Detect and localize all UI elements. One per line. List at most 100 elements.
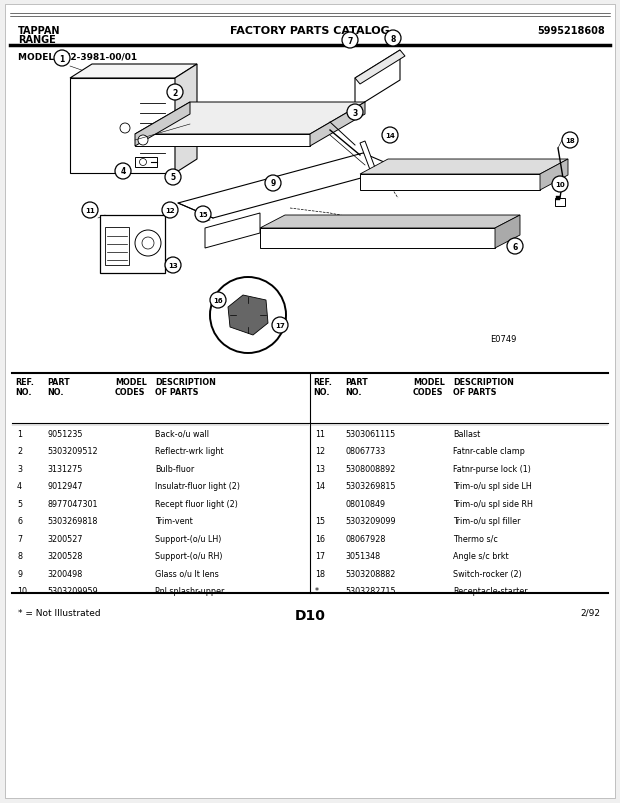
Text: REF.
NO.: REF. NO. bbox=[15, 377, 34, 397]
Polygon shape bbox=[70, 65, 197, 79]
Circle shape bbox=[140, 159, 146, 166]
Text: Back-o/u wall: Back-o/u wall bbox=[155, 430, 209, 438]
Text: 17: 17 bbox=[315, 552, 325, 560]
Bar bbox=[100, 216, 165, 274]
Text: 5303282715: 5303282715 bbox=[345, 587, 396, 596]
Text: 10: 10 bbox=[17, 587, 27, 596]
Polygon shape bbox=[310, 103, 365, 147]
Circle shape bbox=[142, 238, 154, 250]
Text: Switch-rocker (2): Switch-rocker (2) bbox=[453, 569, 522, 578]
Text: 3200498: 3200498 bbox=[47, 569, 82, 578]
Circle shape bbox=[342, 33, 358, 49]
Circle shape bbox=[82, 202, 98, 218]
Text: 16: 16 bbox=[213, 298, 223, 304]
Circle shape bbox=[385, 31, 401, 47]
Text: 7: 7 bbox=[347, 36, 353, 46]
Text: 08067733: 08067733 bbox=[345, 447, 385, 456]
Text: PART
NO.: PART NO. bbox=[345, 377, 368, 397]
Circle shape bbox=[210, 278, 286, 353]
Text: 1: 1 bbox=[60, 55, 64, 63]
Text: Trim-o/u spl filler: Trim-o/u spl filler bbox=[453, 517, 521, 526]
Text: 5303209959: 5303209959 bbox=[47, 587, 98, 596]
Text: Ballast: Ballast bbox=[453, 430, 480, 438]
Circle shape bbox=[120, 124, 130, 134]
Circle shape bbox=[562, 132, 578, 149]
Text: Trim-vent: Trim-vent bbox=[155, 517, 193, 526]
Text: * = Not Illustrated: * = Not Illustrated bbox=[18, 608, 100, 618]
Text: 5303208882: 5303208882 bbox=[345, 569, 396, 578]
Bar bbox=[555, 199, 565, 206]
Polygon shape bbox=[540, 160, 568, 191]
Text: 2/92: 2/92 bbox=[580, 608, 600, 618]
Circle shape bbox=[347, 105, 363, 120]
Text: *: * bbox=[315, 587, 319, 596]
Text: 18: 18 bbox=[315, 569, 325, 578]
Text: 3200528: 3200528 bbox=[47, 552, 82, 560]
Text: DESCRIPTION
OF PARTS: DESCRIPTION OF PARTS bbox=[453, 377, 514, 397]
Polygon shape bbox=[360, 142, 380, 184]
Polygon shape bbox=[178, 154, 398, 218]
Circle shape bbox=[135, 230, 161, 257]
Text: 11: 11 bbox=[85, 208, 95, 214]
Text: Support-(o/u RH): Support-(o/u RH) bbox=[155, 552, 223, 560]
Text: PART
NO.: PART NO. bbox=[47, 377, 69, 397]
Circle shape bbox=[162, 202, 178, 218]
Polygon shape bbox=[70, 79, 175, 173]
Text: Angle s/c brkt: Angle s/c brkt bbox=[453, 552, 508, 560]
Circle shape bbox=[54, 51, 70, 67]
Text: FACTORY PARTS CATALOG: FACTORY PARTS CATALOG bbox=[230, 26, 390, 36]
Polygon shape bbox=[175, 65, 197, 173]
Text: 13: 13 bbox=[315, 464, 325, 474]
Text: 15: 15 bbox=[198, 212, 208, 218]
Text: 5303209512: 5303209512 bbox=[47, 447, 97, 456]
Text: Receptacle-starter: Receptacle-starter bbox=[453, 587, 528, 596]
Polygon shape bbox=[260, 229, 495, 249]
Circle shape bbox=[265, 176, 281, 192]
Polygon shape bbox=[228, 296, 268, 336]
Bar bbox=[556, 197, 560, 201]
Text: TAPPAN: TAPPAN bbox=[18, 26, 61, 36]
Text: 5: 5 bbox=[17, 499, 22, 508]
Text: 9: 9 bbox=[270, 179, 276, 188]
Text: Trim-o/u spl side LH: Trim-o/u spl side LH bbox=[453, 482, 532, 491]
Text: MODEL:  72-3981-00/01: MODEL: 72-3981-00/01 bbox=[18, 52, 137, 61]
Text: replacemen: replacemen bbox=[295, 235, 324, 240]
Text: 2: 2 bbox=[17, 447, 22, 456]
Text: 3: 3 bbox=[352, 108, 358, 117]
Text: Trim-o/u spl side RH: Trim-o/u spl side RH bbox=[453, 499, 533, 508]
Text: 11: 11 bbox=[315, 430, 325, 438]
Text: 10: 10 bbox=[555, 181, 565, 188]
Polygon shape bbox=[355, 51, 400, 109]
Circle shape bbox=[507, 238, 523, 255]
Text: 5308008892: 5308008892 bbox=[345, 464, 396, 474]
Circle shape bbox=[115, 164, 131, 180]
Text: 8977047301: 8977047301 bbox=[47, 499, 97, 508]
Text: 9012947: 9012947 bbox=[47, 482, 82, 491]
Circle shape bbox=[382, 128, 398, 144]
Polygon shape bbox=[135, 103, 190, 147]
Text: 5995218608: 5995218608 bbox=[538, 26, 605, 36]
Text: Insulatr-fluor light (2): Insulatr-fluor light (2) bbox=[155, 482, 240, 491]
Text: 4: 4 bbox=[17, 482, 22, 491]
Text: Recept fluor light (2): Recept fluor light (2) bbox=[155, 499, 238, 508]
Text: Reflectr-wrk light: Reflectr-wrk light bbox=[155, 447, 223, 456]
Text: MODEL
CODES: MODEL CODES bbox=[413, 377, 445, 397]
Text: 8: 8 bbox=[391, 35, 396, 43]
Text: 5303269815: 5303269815 bbox=[345, 482, 396, 491]
Text: 16: 16 bbox=[315, 534, 325, 544]
Bar bbox=[105, 228, 129, 266]
Text: Thermo s/c: Thermo s/c bbox=[453, 534, 498, 544]
Text: 9: 9 bbox=[17, 569, 22, 578]
Text: 3131275: 3131275 bbox=[47, 464, 82, 474]
Text: 08010849: 08010849 bbox=[345, 499, 385, 508]
Text: Bulb-fluor: Bulb-fluor bbox=[155, 464, 194, 474]
Circle shape bbox=[272, 318, 288, 333]
Text: 17: 17 bbox=[275, 323, 285, 328]
Text: 5303061115: 5303061115 bbox=[345, 430, 396, 438]
Text: E0749: E0749 bbox=[490, 335, 516, 344]
Polygon shape bbox=[135, 103, 365, 135]
Text: REF.
NO.: REF. NO. bbox=[313, 377, 332, 397]
Text: 14: 14 bbox=[315, 482, 325, 491]
Polygon shape bbox=[205, 214, 260, 249]
Text: 12: 12 bbox=[315, 447, 325, 456]
